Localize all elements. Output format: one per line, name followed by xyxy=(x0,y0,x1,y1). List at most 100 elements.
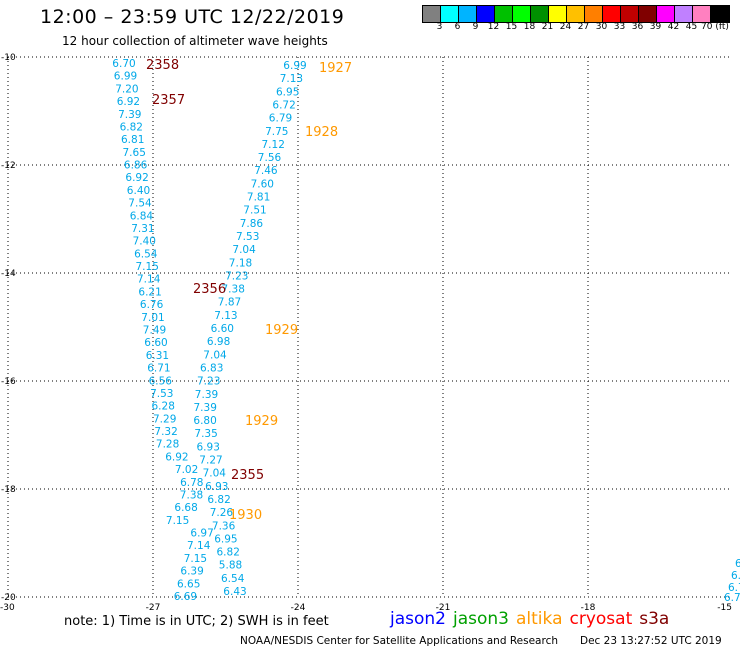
wave-height-label: 6.56 xyxy=(149,375,173,387)
wave-height-label: 6.99 xyxy=(114,71,137,83)
legend-swatch xyxy=(477,6,495,22)
wave-height-label: 5.88 xyxy=(219,560,242,572)
lat-tick-label: -20 xyxy=(1,593,16,603)
wave-height-label: 7.18 xyxy=(229,257,252,269)
time-label: 1929 xyxy=(245,414,278,429)
legend-swatch xyxy=(603,6,621,22)
legend-swatch xyxy=(621,6,639,22)
wave-height-label: 6.76 xyxy=(140,299,164,311)
wave-height-label: 7.23 xyxy=(225,270,248,282)
satellite-label-altika: altika xyxy=(516,609,563,629)
time-label: 2358 xyxy=(146,58,179,73)
wave-height-label: 7.15 xyxy=(136,261,159,273)
wave-height-label: 7.40 xyxy=(133,236,156,248)
legend-label: 15 xyxy=(505,22,518,32)
wave-height-label: 6.92 xyxy=(165,451,188,463)
wave-height-label: 7.14 xyxy=(187,540,211,552)
wave-height-label: 7.29 xyxy=(153,413,176,425)
wave-height-label: 6.70 xyxy=(112,58,135,70)
wave-height-label: 7.39 xyxy=(118,109,141,121)
wave-height-label: 6.71 xyxy=(147,363,170,375)
wave-height-label: 7.53 xyxy=(150,388,173,400)
page-subtitle: 12 hour collection of altimeter wave hei… xyxy=(62,34,328,48)
wave-height-label: 6.39 xyxy=(180,566,203,578)
wave-height-label: 7.38 xyxy=(180,490,203,502)
wave-height-label: 7.46 xyxy=(254,165,278,177)
legend-label: 12 xyxy=(487,22,500,32)
lat-tick-label: -16 xyxy=(1,377,16,387)
wave-height-label: 6.92 xyxy=(117,96,140,108)
wave-height-label: 6.54 xyxy=(221,573,245,585)
time-label: 2356 xyxy=(193,282,226,297)
legend-swatch xyxy=(513,6,531,22)
wave-height-label: 7.15 xyxy=(184,553,207,565)
wave-height-label: 7.13 xyxy=(280,73,303,85)
wave-height-label: 7.27 xyxy=(199,455,222,467)
wave-height-label: 7.65 xyxy=(123,147,146,159)
wave-height-label: 7.53 xyxy=(236,231,259,243)
footer-timestamp: Dec 23 13:27:52 UTC 2019 xyxy=(580,635,722,647)
wave-height-label: 6.95 xyxy=(214,533,237,545)
wave-height-label: 6.60 xyxy=(144,337,167,349)
wave-height-label: 7.28 xyxy=(156,439,179,451)
wave-height-label: 7.56 xyxy=(258,152,282,164)
time-label: 1927 xyxy=(319,61,352,76)
lon-tick-label: -18 xyxy=(581,603,596,613)
wave-height-label: 7.04 xyxy=(203,468,227,480)
footer-credit: NOAA/NESDIS Center for Satellite Applica… xyxy=(240,635,558,647)
lon-tick-label: -15 xyxy=(717,603,732,613)
wave-height-label: 6.7 xyxy=(724,592,740,604)
lat-tick-label: -10 xyxy=(1,53,16,63)
legend-label: 36 xyxy=(631,22,644,32)
legend-label: 45 xyxy=(685,22,698,32)
time-label: 1928 xyxy=(305,125,338,140)
legend-label: 42 xyxy=(667,22,680,32)
wave-height-label: 6.78 xyxy=(180,477,203,489)
wave-height-label: 7.49 xyxy=(143,325,166,337)
lat-tick-label: -12 xyxy=(1,161,16,171)
satellite-legend: jason2 jason3 altika cryosat s3a xyxy=(390,609,676,629)
wave-height-label: 6.31 xyxy=(146,350,169,362)
wave-height-label: 6.79 xyxy=(269,113,292,125)
satellite-label-s3a: s3a xyxy=(639,609,670,629)
legend-swatch xyxy=(423,6,441,22)
legend-swatch xyxy=(459,6,477,22)
wave-height-label: 6.99 xyxy=(283,60,306,72)
wave-height-label: 7.13 xyxy=(214,310,237,322)
legend-label: 39 xyxy=(649,22,662,32)
time-label: 2355 xyxy=(231,468,264,483)
wave-height-label: 7.36 xyxy=(212,520,236,532)
legend-label: 3 xyxy=(436,22,443,32)
footer-note: note: 1) Time is in UTC; 2) SWH is in fe… xyxy=(64,614,329,629)
wave-height-label: 6.93 xyxy=(197,441,220,453)
wave-height-label: 6.21 xyxy=(138,286,161,298)
lon-tick-label: -30 xyxy=(0,603,15,613)
lon-tick-label: -27 xyxy=(146,603,161,613)
wave-height-label: 6.84 xyxy=(130,210,154,222)
lat-tick-label: -14 xyxy=(1,269,16,279)
wave-height-label: 7.54 xyxy=(128,198,152,210)
legend-swatch xyxy=(639,6,657,22)
wave-height-label: 6.82 xyxy=(207,494,230,506)
time-label: 1929 xyxy=(265,323,298,338)
legend-label: 27 xyxy=(577,22,590,32)
color-scale-legend xyxy=(422,5,730,23)
legend-label: 6 xyxy=(454,22,461,32)
wave-height-label: 6.65 xyxy=(177,578,200,590)
wave-height-label: 6.40 xyxy=(127,185,150,197)
wave-height-label: 6.82 xyxy=(120,122,143,134)
legend-label: 70 (ft) xyxy=(701,22,729,32)
lat-tick-label: -18 xyxy=(1,485,16,495)
wave-height-label: 6.92 xyxy=(125,172,148,184)
wave-height-label: 7.32 xyxy=(154,426,177,438)
legend-swatch xyxy=(675,6,693,22)
wave-height-label: 6.93 xyxy=(205,481,228,493)
wave-height-label: 6.8 xyxy=(735,558,740,570)
wave-height-label: 7.02 xyxy=(175,464,198,476)
satellite-label-cryosat: cryosat xyxy=(569,609,633,629)
wave-height-label: 7.81 xyxy=(247,192,270,204)
page-title: 12:00 – 23:59 UTC 12/22/2019 xyxy=(40,6,345,28)
wave-height-label: 7.60 xyxy=(251,178,274,190)
wave-height-label: 7.35 xyxy=(194,428,217,440)
wave-height-label: 6.80 xyxy=(193,415,216,427)
